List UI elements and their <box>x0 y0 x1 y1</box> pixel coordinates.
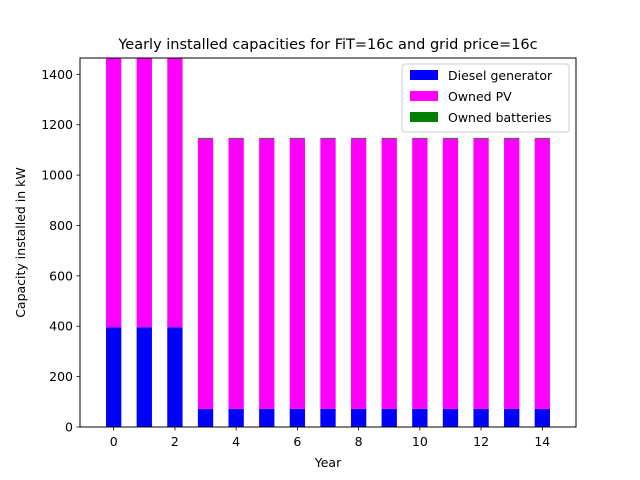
bar-owned-batteries-year-6 <box>289 137 306 139</box>
bar-owned-pv-year-11 <box>442 138 459 409</box>
bar-owned-pv-year-9 <box>381 138 397 409</box>
y-tick-label: 400 <box>49 319 73 334</box>
bar-diesel-generator-year-3 <box>197 408 214 427</box>
x-tick-label: 2 <box>171 434 179 449</box>
bar-owned-pv-year-13 <box>504 138 520 409</box>
legend-frame <box>401 63 570 133</box>
bar-owned-batteries-year-10 <box>412 137 428 139</box>
bar-diesel-generator-year-5 <box>259 408 275 427</box>
bar-owned-pv-year-0 <box>106 58 122 328</box>
bar-owned-batteries-year-5 <box>259 137 275 139</box>
x-axis-label: Year <box>314 455 342 470</box>
y-axis-label: Capacity installed in kW <box>13 167 28 318</box>
y-tick-label: 1000 <box>41 168 73 183</box>
legend-swatch-owned-batteries <box>410 112 438 122</box>
bar-owned-batteries-year-7 <box>320 137 336 139</box>
bar-diesel-generator-year-4 <box>228 408 244 427</box>
x-axis: 0 2 4 6 8 10 12 14 <box>110 427 550 449</box>
legend-swatch-owned-pv <box>410 91 438 101</box>
legend-label-diesel-generator: Diesel generator <box>448 68 553 83</box>
bar-owned-pv-year-7 <box>320 138 336 409</box>
bar-owned-batteries-year-13 <box>504 137 520 139</box>
bar-owned-pv-year-4 <box>228 138 244 409</box>
bar-owned-batteries-year-8 <box>350 137 367 139</box>
bar-owned-batteries-year-9 <box>381 137 397 139</box>
x-tick-label: 8 <box>355 434 363 449</box>
chart-title: Yearly installed capacities for FiT=16c … <box>117 37 537 53</box>
bar-diesel-generator-year-0 <box>106 327 122 427</box>
legend-label-owned-pv: Owned PV <box>448 89 512 104</box>
y-axis: 0 200 400 600 800 1000 1200 1400 <box>41 67 80 435</box>
bar-diesel-generator-year-9 <box>381 408 397 427</box>
x-tick-label: 10 <box>412 434 428 449</box>
x-tick-label: 6 <box>293 434 301 449</box>
bar-owned-pv-year-8 <box>350 138 367 409</box>
bar-diesel-generator-year-1 <box>136 327 152 427</box>
bar-owned-pv-year-1 <box>136 58 152 328</box>
bar-owned-pv-year-3 <box>197 138 214 409</box>
y-tick-label: 0 <box>65 420 73 435</box>
bar-owned-pv-year-12 <box>473 138 489 409</box>
x-tick-label: 4 <box>232 434 240 449</box>
bar-diesel-generator-year-11 <box>442 408 459 427</box>
bars <box>106 58 550 427</box>
bar-owned-batteries-year-14 <box>534 137 550 139</box>
bar-diesel-generator-year-13 <box>504 408 520 427</box>
y-tick-label: 1400 <box>41 67 73 82</box>
bar-owned-batteries-year-12 <box>473 137 489 139</box>
bar-diesel-generator-year-14 <box>534 408 550 427</box>
bar-owned-pv-year-5 <box>259 138 275 409</box>
bar-owned-pv-year-14 <box>534 138 550 409</box>
legend-swatch-diesel-generator <box>410 70 438 80</box>
bar-owned-pv-year-2 <box>167 58 183 328</box>
bar-diesel-generator-year-6 <box>289 408 306 427</box>
legend: Diesel generator Owned PV Owned batteries <box>401 63 570 133</box>
x-tick-label: 12 <box>473 434 489 449</box>
bar-diesel-generator-year-2 <box>167 327 183 427</box>
bar-owned-batteries-year-4 <box>228 137 244 139</box>
bar-owned-batteries-year-11 <box>442 137 459 139</box>
bar-diesel-generator-year-7 <box>320 408 336 427</box>
bar-diesel-generator-year-8 <box>350 408 367 427</box>
bar-diesel-generator-year-10 <box>412 408 428 427</box>
bar-diesel-generator-year-12 <box>473 408 489 427</box>
plot-frame <box>79 57 577 428</box>
y-tick-label: 800 <box>49 218 73 233</box>
legend-label-owned-batteries: Owned batteries <box>448 110 552 125</box>
y-tick-label: 1200 <box>41 117 73 132</box>
bar-owned-pv-year-10 <box>412 138 428 409</box>
x-tick-label: 14 <box>534 434 550 449</box>
y-tick-label: 200 <box>49 369 73 384</box>
y-tick-label: 600 <box>49 268 73 283</box>
bar-owned-pv-year-6 <box>289 138 306 409</box>
bar-owned-batteries-year-3 <box>197 137 214 139</box>
x-tick-label: 0 <box>110 434 118 449</box>
